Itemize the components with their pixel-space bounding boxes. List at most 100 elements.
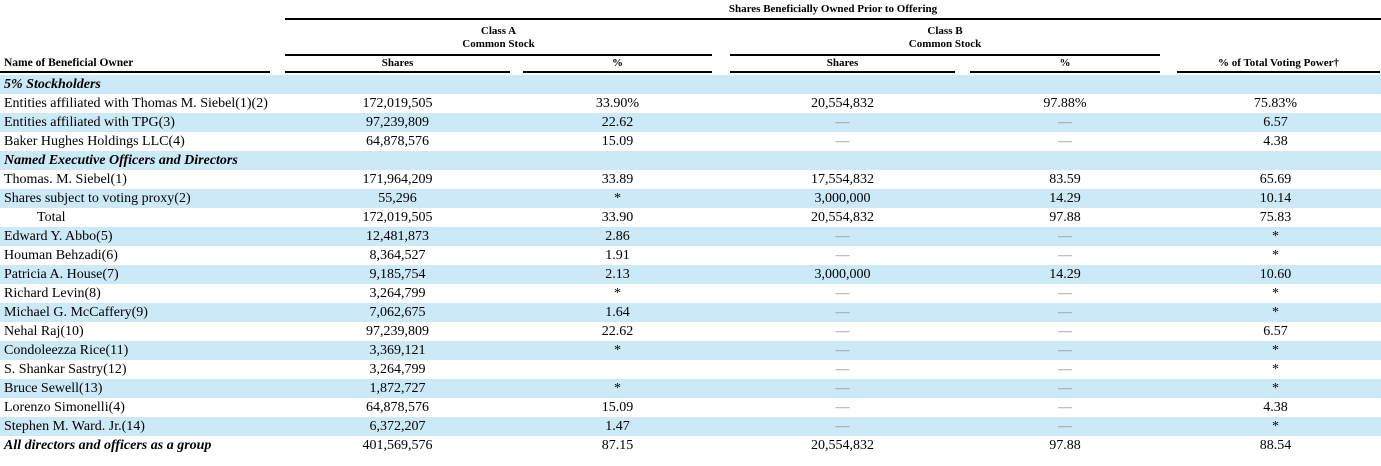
cell-value: 1.91 <box>605 248 630 263</box>
cell-value: 22.62 <box>601 115 634 130</box>
cell-value: — <box>835 248 850 263</box>
cell-value: 97.88 <box>1049 210 1081 225</box>
group-a-underline <box>285 54 712 56</box>
cell-value <box>510 151 725 170</box>
title-underline <box>285 18 1381 20</box>
cell-value: * <box>1272 248 1279 263</box>
cell-value: 83.59 <box>1049 172 1081 187</box>
cell-value: 10.60 <box>1259 267 1292 282</box>
owner-name: Baker Hughes Holdings LLC(4) <box>4 134 185 149</box>
cell-value <box>285 75 510 94</box>
group-b-line2: Common Stock <box>908 38 982 50</box>
owner-name: Michael G. McCaffery(9) <box>4 305 148 320</box>
cell-value: — <box>1058 286 1072 301</box>
class-b-shares-underline <box>730 71 955 73</box>
cell-value: — <box>1058 419 1072 434</box>
cell-value: 14.29 <box>1049 267 1081 282</box>
table-row: Lorenzo Simonelli(4) 64,878,576 15.09 — — 4.3… <box>0 398 1381 417</box>
cell-value: 4.38 <box>1263 400 1288 415</box>
owner-name: Houman Behzadi(6) <box>4 248 118 263</box>
owner-name-underline <box>0 71 270 73</box>
table-row: Baker Hughes Holdings LLC(4) 64,878,576 15… <box>0 132 1381 151</box>
table-row: Named Executive Officers and Directors <box>0 151 1381 170</box>
owner-name: Stephen M. Ward. Jr.(14) <box>4 419 145 434</box>
owner-name: Thomas. M. Siebel(1) <box>4 172 127 187</box>
cell-value: 3,264,799 <box>369 362 426 377</box>
cell-value: 401,569,576 <box>362 438 433 453</box>
table-row: Total 172,019,505 33.90 20,554,832 97.88 75.8… <box>0 208 1381 227</box>
column-header-class-a-percent: % <box>612 57 623 69</box>
cell-value: 65.69 <box>1259 172 1292 187</box>
column-header-owner-name: Name of Beneficial Owner <box>4 57 134 69</box>
cell-value: 20,554,832 <box>811 96 874 111</box>
total-voting-power-underline <box>1177 71 1380 73</box>
cell-value: 1.64 <box>605 305 630 320</box>
column-header-total-voting-power: % of Total Voting Power† <box>1217 57 1339 69</box>
group-header-class-a: Class A Common Stock <box>285 25 712 51</box>
cell-value <box>1170 151 1381 170</box>
cell-value: 20,554,832 <box>811 210 874 225</box>
class-a-shares-underline <box>285 71 510 73</box>
cell-value: 3,369,121 <box>369 343 426 358</box>
cell-value: 33.89 <box>601 172 634 187</box>
cell-value: 12,481,873 <box>366 229 429 244</box>
cell-value <box>510 360 725 379</box>
cell-value <box>1170 75 1381 94</box>
cell-value: — <box>835 419 850 434</box>
cell-value: 20,554,832 <box>811 438 874 453</box>
cell-value: 6,372,207 <box>369 419 426 434</box>
cell-value: — <box>835 286 850 301</box>
cell-value: 3,000,000 <box>814 191 871 206</box>
table-row: Edward Y. Abbo(5) 12,481,873 2.86 — — * <box>0 227 1381 246</box>
cell-value: — <box>1058 324 1072 339</box>
cell-value: — <box>835 134 850 149</box>
table-row: Entities affiliated with TPG(3) 97,239,80… <box>0 113 1381 132</box>
cell-value: — <box>1058 381 1072 396</box>
cell-value: 97.88 <box>1049 438 1081 453</box>
cell-value: 97.88% <box>1043 96 1087 111</box>
cell-value: 172,019,505 <box>362 210 433 225</box>
cell-value: 9,185,754 <box>369 267 426 282</box>
cell-value: — <box>1058 134 1072 149</box>
table-row: S. Shankar Sastry(12) 3,264,799 — — * <box>0 360 1381 379</box>
cell-value: * <box>1272 381 1279 396</box>
cell-value: * <box>614 191 621 206</box>
cell-value: * <box>1272 362 1279 377</box>
table-body: 5% Stockholders Entities affiliated with … <box>0 75 1381 455</box>
cell-value: * <box>1272 305 1279 320</box>
column-header-class-b-shares: Shares <box>826 57 859 69</box>
cell-value: 10.14 <box>1259 191 1292 206</box>
cell-value: — <box>1058 248 1072 263</box>
cell-value: — <box>835 362 850 377</box>
cell-value: 97,239,809 <box>366 324 429 339</box>
cell-value: 8,364,527 <box>369 248 426 263</box>
cell-value: 3,264,799 <box>369 286 426 301</box>
cell-value: 22.62 <box>601 324 634 339</box>
table-row: Thomas. M. Siebel(1) 171,964,209 33.89 17,5… <box>0 170 1381 189</box>
cell-value <box>960 75 1170 94</box>
owner-name: Named Executive Officers and Directors <box>4 153 238 168</box>
cell-value: 64,878,576 <box>366 134 429 149</box>
cell-value: 17,554,832 <box>811 172 874 187</box>
cell-value: — <box>835 343 850 358</box>
table-row: Patricia A. House(7) 9,185,754 2.13 3,000,0… <box>0 265 1381 284</box>
cell-value: 2.13 <box>605 267 630 282</box>
table-row: Shares subject to voting proxy(2) 55,296 *… <box>0 189 1381 208</box>
cell-value <box>510 75 725 94</box>
cell-value: * <box>1272 286 1279 301</box>
cell-value: 15.09 <box>601 400 634 415</box>
cell-value <box>960 151 1170 170</box>
cell-value: * <box>1272 229 1279 244</box>
class-a-percent-underline <box>523 71 712 73</box>
cell-value: — <box>1058 115 1072 130</box>
cell-value: — <box>835 400 850 415</box>
cell-value: 1,872,727 <box>369 381 426 396</box>
cell-value: * <box>614 286 621 301</box>
cell-value: 14.29 <box>1049 191 1081 206</box>
cell-value: — <box>1058 362 1072 377</box>
cell-value: 6.57 <box>1263 115 1288 130</box>
cell-value: 6.57 <box>1263 324 1288 339</box>
cell-value: — <box>1058 400 1072 415</box>
cell-value: — <box>835 115 850 130</box>
